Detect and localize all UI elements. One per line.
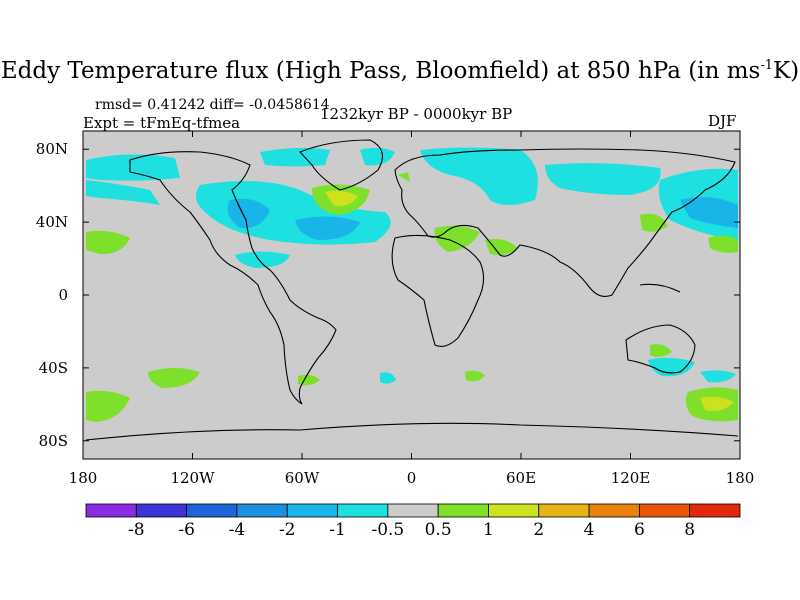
lon-tick-label: 180 [725,469,755,487]
field-southern-ocean-west [86,390,130,422]
experiment-label: Expt = tFmEq-tfmea [83,114,241,132]
colorbar-swatch [286,503,338,518]
lon-tick-label: 60E [505,469,537,487]
field-south-atlantic-spot [380,372,396,384]
field-greenland-core [325,190,358,207]
colorbar-label: -1 [329,520,346,540]
coastlines [85,139,739,441]
lon-tick-label: 60W [284,469,320,487]
colorbar-swatch [437,503,489,518]
lon-tick-label: 120E [610,469,651,487]
colorbar-swatch [588,503,640,518]
colorbar-label: 1 [483,520,494,540]
colorbar-label: 0.5 [424,520,452,540]
colorbar-label: 8 [684,520,696,540]
colorbar-swatch [538,503,590,518]
field-tasman [700,370,736,383]
colorbar-swatch [337,503,389,518]
colorbar-swatch [186,503,238,518]
field-siberia [545,163,661,195]
stats-label: rmsd= 0.41242 diff= -0.0458614 [95,97,330,113]
colorbar-swatch [236,503,288,518]
lat-tick-label: 80S [38,431,68,450]
field-north-pacific-west-core [680,196,738,228]
colorbar-swatch [638,503,691,518]
field-greenland-sea [360,147,395,166]
field-indian-ocean [465,370,485,382]
field-south-atlantic [298,374,320,386]
colorbar-swatch [689,503,741,518]
lon-tick-label: 180 [68,469,98,487]
eurasia-coast [394,148,736,297]
colorbar-swatch [488,503,540,518]
greenland-coast [299,139,384,191]
lat-tick-label: 80N [35,140,68,159]
africa-coast [391,234,485,347]
colorbar-swatch [387,503,439,518]
indonesia-coast [639,283,681,293]
lat-tick-label: 40N [35,213,68,232]
colorbar-label: -2 [278,520,296,540]
antarctica-coast [85,422,739,441]
field-north-pacific-east [86,154,180,181]
field-pacific-west-positive [708,235,738,253]
field-south-pacific [148,368,200,388]
field-caribbean [235,251,290,268]
colorbar-label: -4 [228,520,246,540]
americas-coast [129,151,337,405]
colorbar-label: -0.5 [371,520,405,540]
lon-tick-label: 120W [170,469,215,487]
field-canada-arctic [260,147,330,167]
colorbar-label: 2 [533,520,545,540]
chart-title: Eddy Temperature flux (High Pass, Bloomf… [0,58,800,84]
season-label: DJF [708,112,737,130]
field-north-europe [420,147,538,205]
field-arabia [485,239,518,256]
colorbar-label: -6 [178,520,195,540]
field-pacific-east-positive [86,230,130,255]
lon-tick-label: 0 [406,469,417,487]
colorbar-label: 4 [583,520,595,540]
field-north-pacific-east-lower [86,180,160,205]
field-australia-north [650,344,672,357]
field-south-australia [648,357,695,377]
colorbar-swatch [135,503,188,518]
colorbar-swatch [85,503,137,518]
field-southern-ocean-east-core [700,396,734,411]
colorbar [85,503,741,518]
field-atlantic-central-core [295,216,360,240]
colorbar-label: 6 [633,520,645,540]
australia-coast [625,324,696,374]
lat-tick-label: 0 [58,286,68,304]
period-label: 1232kyr BP - 0000kyr BP [320,105,513,123]
anomaly-fields [85,139,739,441]
field-north-atlantic-core [227,198,270,229]
field-norway-spot [398,172,410,182]
lat-tick-label: 40S [38,358,68,377]
colorbar-label: -8 [128,520,145,540]
axis-ticks [82,131,741,459]
